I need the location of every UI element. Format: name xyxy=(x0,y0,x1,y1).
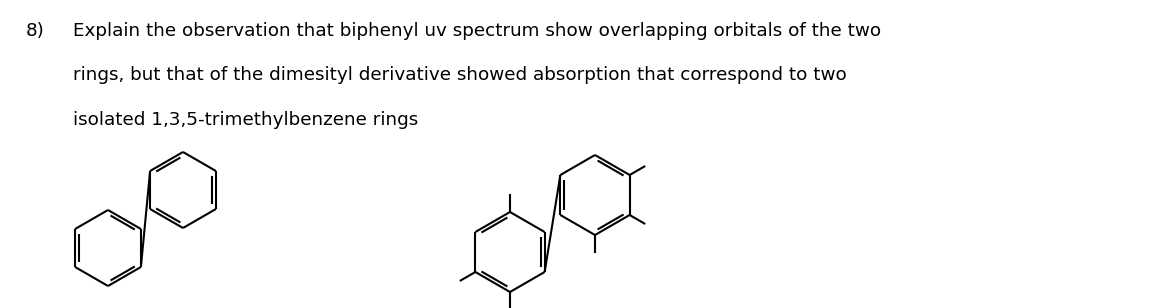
Text: Explain the observation that biphenyl uv spectrum show overlapping orbitals of t: Explain the observation that biphenyl uv… xyxy=(73,22,881,39)
Text: rings, but that of the dimesityl derivative showed absorption that correspond to: rings, but that of the dimesityl derivat… xyxy=(73,66,846,84)
Text: isolated 1,3,5-trimethylbenzene rings: isolated 1,3,5-trimethylbenzene rings xyxy=(73,111,417,129)
Text: 8): 8) xyxy=(25,22,44,39)
